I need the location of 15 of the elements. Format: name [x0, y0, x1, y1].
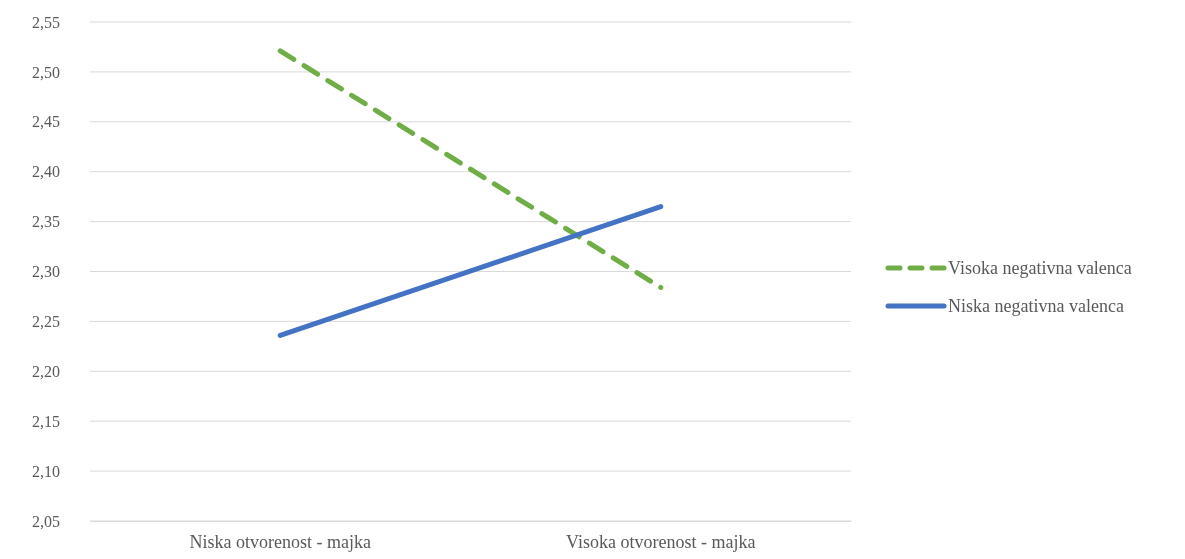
y-tick-label: 2,05	[32, 512, 60, 530]
y-tick-label: 2,40	[32, 163, 60, 181]
y-tick-label: 2,35	[32, 213, 60, 231]
y-tick-label: 2,10	[32, 462, 60, 480]
x-tick-label: Visoka otvorenost - majka	[566, 531, 756, 552]
y-tick-label: 2,20	[32, 362, 60, 380]
y-tick-label: 2,30	[32, 263, 60, 281]
y-tick-label: 2,50	[32, 63, 60, 81]
legend-label: Niska negativna valenca	[948, 296, 1124, 316]
y-tick-label: 2,25	[32, 313, 60, 331]
y-tick-label: 2,45	[32, 113, 60, 131]
y-tick-label: 2,55	[32, 13, 60, 31]
legend-label: Visoka negativna valenca	[948, 258, 1132, 278]
y-tick-label: 2,15	[32, 412, 60, 430]
x-tick-label: Niska otvorenost - majka	[189, 531, 371, 552]
